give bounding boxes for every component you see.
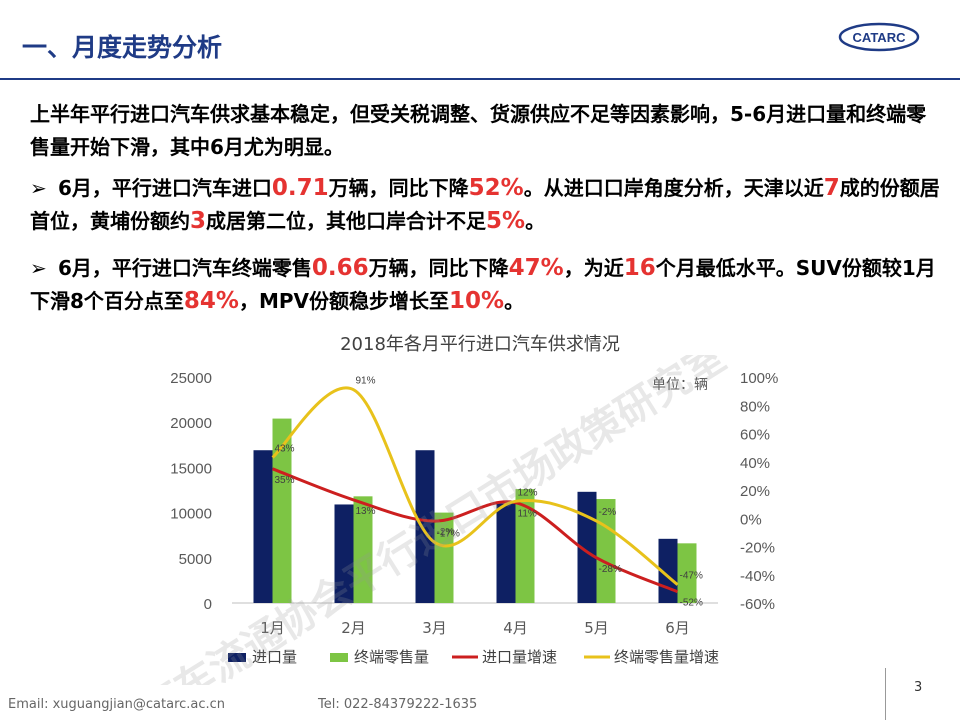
header-divider [0, 78, 960, 80]
x-tick-label: 5月 [584, 619, 609, 637]
bar-retail [434, 512, 454, 603]
page-title: 一、月度走势分析 [22, 33, 223, 62]
y-tick-label: 0 [204, 596, 212, 613]
x-tick-label: 2月 [341, 619, 366, 637]
data-label: -47% [680, 571, 703, 582]
y2-tick-label: 0% [740, 511, 762, 528]
line-retail-growth [271, 386, 679, 586]
data-label: -2% [599, 507, 617, 518]
footer-divider [885, 668, 886, 720]
y2-tick-label: 60% [740, 427, 770, 444]
bar-retail [515, 489, 535, 603]
data-label: -28% [599, 564, 622, 575]
chart-title: 2018年各月平行进口汽车供求情况 [340, 334, 620, 355]
legend-label: 终端零售量增速 [614, 648, 719, 666]
bar-retail [353, 496, 373, 603]
data-label: 11% [518, 509, 537, 520]
y-tick-label: 15000 [170, 460, 212, 477]
y-tick-label: 25000 [170, 370, 212, 387]
y2-tick-label: 80% [740, 398, 770, 415]
line-import-growth [271, 467, 679, 594]
data-label: -52% [680, 598, 703, 609]
y-tick-label: 20000 [170, 415, 212, 432]
x-tick-label: 3月 [422, 619, 447, 637]
intro-paragraph: 上半年平行进口汽车供求基本稳定，但受关税调整、货源供应不足等因素影响，5-6月进… [30, 102, 927, 159]
y-tick-label: 10000 [170, 506, 212, 523]
data-label: 91% [356, 376, 376, 387]
y2-tick-label: -60% [740, 596, 775, 613]
footer-phone: Tel: 022-84379222-1635 [318, 697, 478, 712]
legend-swatch [228, 653, 246, 662]
x-tick-label: 1月 [260, 619, 285, 637]
x-tick-label: 4月 [503, 619, 528, 637]
y-tick-label: 5000 [179, 551, 212, 568]
y2-tick-label: 20% [740, 483, 770, 500]
data-label: 35% [275, 475, 295, 486]
y2-tick-label: -40% [740, 568, 775, 585]
y2-tick-label: 100% [740, 370, 778, 387]
retail-bullet: ➢ 6月，平行进口汽车终端零售0.66万辆，同比下降47%，为近16个月最低水平。… [30, 252, 942, 318]
y2-tick-label: 40% [740, 455, 770, 472]
legend-label: 终端零售量 [354, 648, 429, 666]
bar-retail [677, 543, 697, 603]
page-number: 3 [914, 680, 923, 695]
bar-import [496, 503, 516, 603]
supply-demand-chart: 0 5000 10000 15000 20000 25000 -60% -40% -20% 0% 2… [133, 355, 779, 685]
data-label: 12% [518, 487, 538, 498]
catarc-logo: CATARC [838, 22, 920, 52]
svg-text:CATARC: CATARC [853, 30, 907, 45]
data-label: 43% [275, 444, 295, 455]
x-tick-label: 6月 [665, 619, 690, 637]
legend-label: 进口量 [252, 648, 297, 666]
legend-label: 进口量增速 [482, 648, 557, 666]
data-label: -2% [437, 527, 455, 538]
bar-import [415, 450, 435, 603]
footer-email: Email: xuguangjian@catarc.ac.cn [8, 697, 226, 712]
bar-import [334, 504, 354, 603]
data-label: 13% [356, 506, 376, 517]
y2-tick-label: -20% [740, 540, 775, 557]
bullet-arrow-icon: ➢ [30, 256, 47, 280]
bullet-arrow-icon: ➢ [30, 176, 47, 200]
data-label: -17% [437, 528, 460, 539]
bar-retail [272, 418, 292, 603]
import-bullet: ➢ 6月，平行进口汽车进口0.71万辆，同比下降52%。从进口口岸角度分析，天津以… [30, 172, 942, 238]
legend-swatch [330, 653, 348, 662]
bar-import [253, 450, 273, 603]
unit-note: 单位：辆 [652, 377, 708, 393]
